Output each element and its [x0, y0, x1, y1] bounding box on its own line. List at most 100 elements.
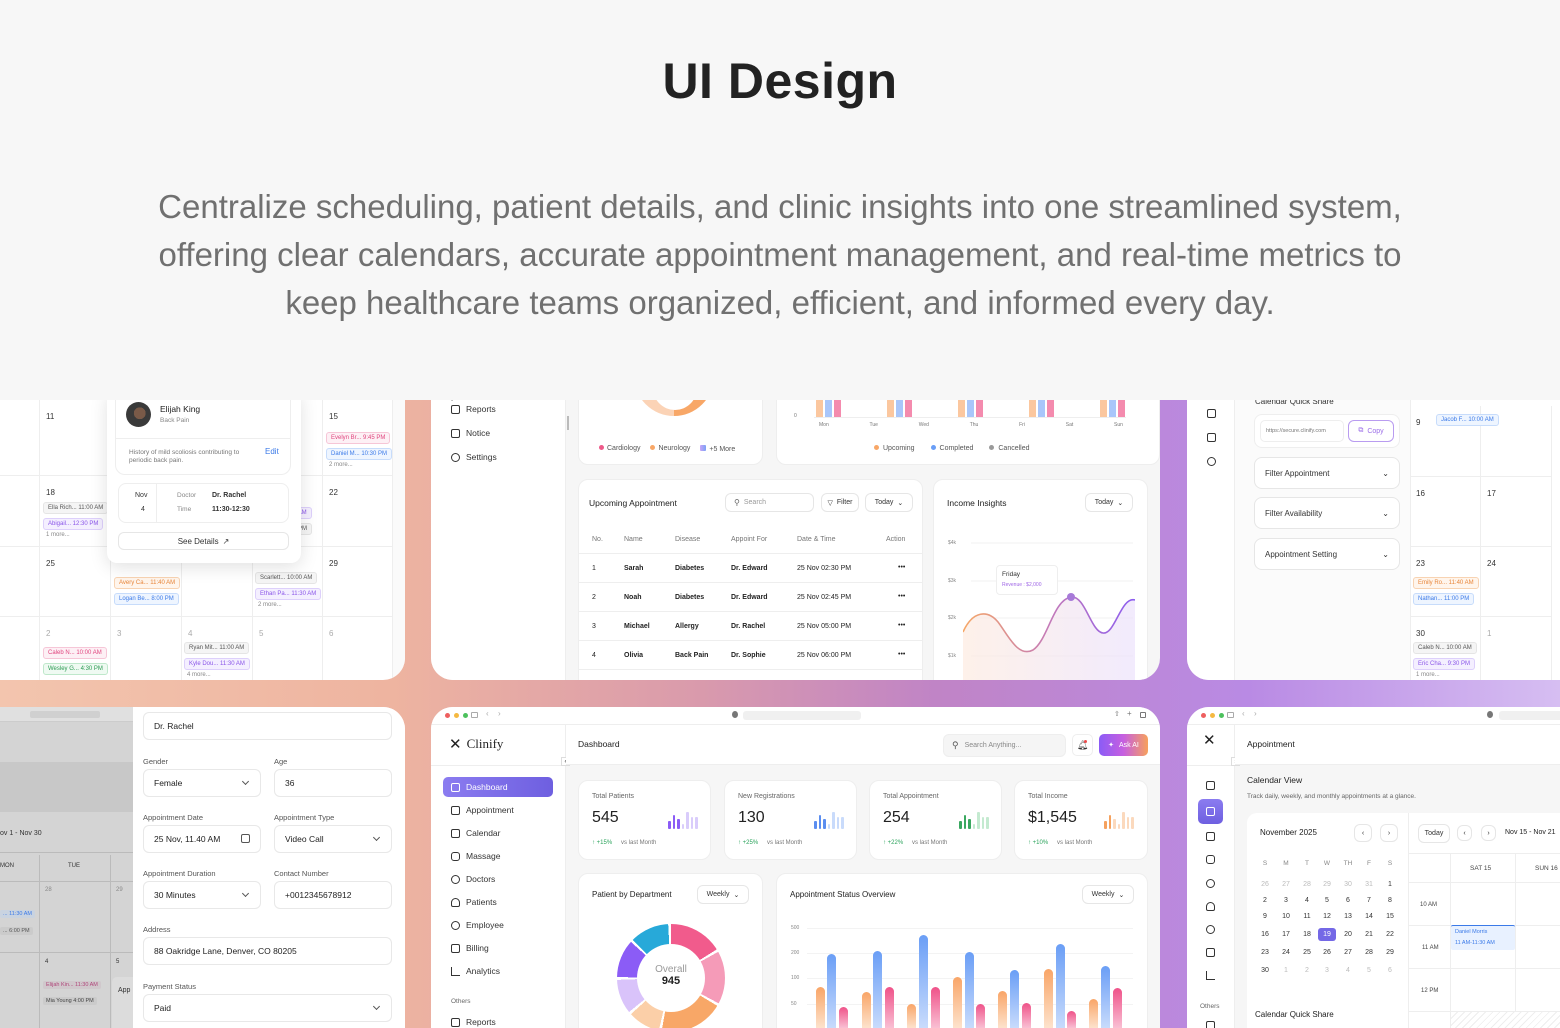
settings-icon[interactable]: [1207, 457, 1216, 468]
nav-patient-icon[interactable]: [1206, 902, 1215, 913]
nav-analytics-icon[interactable]: [1206, 971, 1215, 982]
nav-calendar[interactable]: Calendar: [443, 823, 553, 843]
sidebar-item-reports[interactable]: Reports: [443, 400, 553, 419]
appointment-date-picker[interactable]: 25 Nov, 11.40 AM: [143, 825, 261, 853]
accordion-filter-availability[interactable]: Filter Availability ⌄: [1254, 497, 1400, 529]
sidebar-toggle-icon[interactable]: [471, 712, 478, 718]
more-link[interactable]: 2 more...: [329, 462, 353, 468]
event-chip[interactable]: Kyle Dou... 11:30 AM: [184, 658, 250, 670]
reports-icon[interactable]: [1207, 409, 1216, 420]
forward-icon[interactable]: ›: [1254, 709, 1257, 718]
appointment-type-select[interactable]: Video Call: [274, 825, 392, 853]
nav-appointment-icon[interactable]: [1198, 799, 1223, 824]
event-chip[interactable]: Daniel M... 10:30 PM: [326, 448, 393, 460]
notice-icon[interactable]: [1207, 433, 1216, 444]
nav-patients[interactable]: Patients: [443, 892, 553, 912]
brand-logo[interactable]: ✕ Clinify: [449, 736, 504, 753]
nav-appointment[interactable]: Appointment: [443, 800, 553, 820]
sidebar-item-settings[interactable]: Settings: [443, 447, 553, 467]
more-link[interactable]: 1 more...: [1416, 672, 1440, 678]
event-chip[interactable]: Scarlett... 10:00 AM: [255, 572, 318, 584]
edit-link[interactable]: Edit: [265, 447, 279, 456]
settings-icon: [451, 452, 460, 462]
event-chip[interactable]: Avery Ca... 11:40 AM: [114, 577, 181, 589]
nav-doctors[interactable]: Doctors: [443, 869, 553, 889]
new-tab-icon[interactable]: +: [1127, 709, 1132, 718]
prev-month-button[interactable]: ‹: [1354, 824, 1372, 842]
nav-reports[interactable]: Reports: [443, 1012, 553, 1028]
event-chip[interactable]: Evelyn Br... 9:45 PM: [326, 432, 391, 444]
event-chip[interactable]: Wesley G... 4:30 PM: [43, 663, 108, 675]
nav-massage[interactable]: Massage: [443, 846, 553, 866]
row-action-menu[interactable]: •••: [898, 593, 906, 600]
nav-calendar-icon[interactable]: [1206, 832, 1215, 843]
global-search-input[interactable]: ⚲ Search Anything...: [943, 734, 1066, 757]
contact-number-field[interactable]: +0012345678912: [274, 881, 392, 909]
notification-button[interactable]: 🔔︎: [1072, 734, 1093, 756]
doctor-field[interactable]: Dr. Rachel: [143, 712, 392, 740]
back-icon[interactable]: ‹: [486, 709, 489, 718]
nav-analytics[interactable]: Analytics: [443, 961, 553, 981]
copy-button[interactable]: ⧉ Copy: [1348, 420, 1394, 442]
accordion-filter-appointment[interactable]: Filter Appointment ⌄: [1254, 457, 1400, 489]
address-bar[interactable]: [743, 711, 861, 720]
event-chip[interactable]: Caleb N... 10:00 AM: [43, 647, 107, 659]
share-url-field[interactable]: https://secure.clinify.com: [1260, 420, 1344, 442]
share-icon[interactable]: ⇧: [1114, 711, 1120, 718]
today-button[interactable]: Today: [1418, 824, 1450, 843]
event-chip[interactable]: Eric Cha... 9:30 PM: [1413, 658, 1476, 670]
nav-dashboard-icon[interactable]: [1206, 781, 1215, 792]
status-range-dropdown[interactable]: Weekly ⌄: [1082, 885, 1134, 904]
more-link[interactable]: 2 more...: [258, 602, 282, 608]
nav-employee[interactable]: Employee: [443, 915, 553, 935]
income-range-dropdown[interactable]: Today ⌄: [1085, 493, 1133, 512]
nav-reports-icon[interactable]: [1206, 1021, 1215, 1028]
next-week-button[interactable]: ›: [1481, 825, 1496, 841]
back-icon[interactable]: ‹: [1242, 709, 1245, 718]
nav-billing-icon[interactable]: [1206, 948, 1215, 959]
accordion-appointment-setting[interactable]: Appointment Setting ⌄: [1254, 538, 1400, 570]
gender-select[interactable]: Female: [143, 769, 261, 797]
address-bar[interactable]: [1499, 711, 1560, 720]
nav-message-icon[interactable]: [1206, 855, 1215, 866]
prev-week-button[interactable]: ‹: [1457, 825, 1472, 841]
sidebar-toggle-icon[interactable]: [1227, 712, 1234, 718]
age-field[interactable]: 36: [274, 769, 392, 797]
duration-select[interactable]: 30 Minutes: [143, 881, 261, 909]
event-chip[interactable]: Abigail... 12:30 PM: [43, 518, 104, 530]
calendar-event[interactable]: Daniel Morris 11 AM-11:30 AM: [1451, 925, 1515, 950]
search-input[interactable]: ⚲ Search: [725, 493, 814, 512]
row-action-menu[interactable]: •••: [898, 564, 906, 571]
department-range-dropdown[interactable]: Weekly ⌄: [697, 885, 749, 904]
income-title: Income Insights: [947, 498, 1007, 508]
event-chip[interactable]: Jacob F... 10:00 AM: [1436, 414, 1499, 426]
nav-billing[interactable]: Billing: [443, 938, 553, 958]
sidebar-item-notice[interactable]: Notice: [443, 423, 553, 443]
row-action-menu[interactable]: •••: [898, 622, 906, 629]
nav-dashboard[interactable]: Dashboard: [443, 777, 553, 797]
event-chip[interactable]: Ryan Mit... 11:00 AM: [184, 642, 250, 654]
row-action-menu[interactable]: •••: [898, 651, 906, 658]
event-chip[interactable]: Logan Be... 8:00 PM: [114, 593, 179, 605]
event-chip[interactable]: Ella Rich... 11:00 AM: [43, 502, 109, 514]
event-chip[interactable]: Emily Ro... 11:40 AM: [1413, 577, 1479, 589]
selected-day[interactable]: 19: [1318, 928, 1336, 941]
nav-stethoscope-icon[interactable]: [1206, 879, 1215, 890]
forward-icon[interactable]: ›: [498, 709, 501, 718]
clinify-logo-icon[interactable]: ✕: [1203, 732, 1216, 749]
next-month-button[interactable]: ›: [1380, 824, 1398, 842]
tabs-icon[interactable]: [1140, 712, 1146, 718]
more-link[interactable]: 1 more...: [46, 532, 70, 538]
event-chip[interactable]: Ethan Pa... 11:30 AM: [255, 588, 322, 600]
payment-status-select[interactable]: Paid: [143, 994, 392, 1022]
range-dropdown[interactable]: Today ⌄: [865, 493, 913, 512]
sidebar-scrollbar[interactable]: [567, 416, 569, 430]
filter-button[interactable]: ▽ Filter: [821, 493, 859, 512]
event-chip[interactable]: Nathan... 11:00 PM: [1413, 593, 1475, 605]
more-link[interactable]: 4 more...: [187, 672, 211, 678]
see-details-button[interactable]: See Details ↗: [118, 532, 289, 550]
ask-ai-button[interactable]: ✦ Ask AI: [1099, 734, 1148, 756]
address-field[interactable]: 88 Oakridge Lane, Denver, CO 80205: [143, 937, 392, 965]
nav-employee-icon[interactable]: [1206, 925, 1215, 936]
event-chip[interactable]: Caleb N... 10:00 AM: [1413, 642, 1477, 654]
